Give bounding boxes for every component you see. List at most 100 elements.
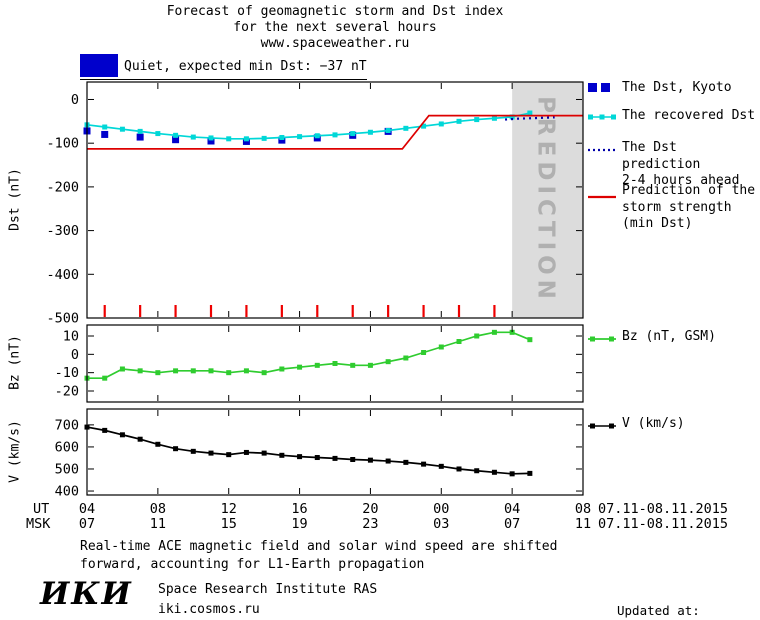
- point-bz: [314, 362, 320, 368]
- legend-dst-prediction: The Dst prediction 2-4 hours ahead: [588, 140, 760, 190]
- dst-prediction-marker-icon: [588, 148, 616, 152]
- point-recovered-dst: [474, 117, 480, 123]
- point-v: [173, 446, 179, 452]
- msk-daterange: 07.11-08.11.2015: [598, 516, 729, 532]
- updated-label: Updated at:: [617, 603, 700, 618]
- point-bz: [190, 368, 196, 374]
- dst-y-axis-label: Dst (nT): [7, 168, 23, 231]
- point-bz: [332, 361, 338, 366]
- legend-v-label: V (km/s): [622, 416, 685, 431]
- ut-daterange: 07.11-08.11.2015: [598, 501, 729, 517]
- point-bz: [527, 337, 533, 343]
- point-recovered-dst: [173, 132, 179, 138]
- ut-tick-label: 04: [78, 501, 96, 517]
- msk-axis-label: MSK: [26, 516, 51, 532]
- series-bz: [87, 331, 531, 380]
- v-y-axis-label: V (km/s): [7, 420, 23, 483]
- institute-site-url: iki.cosmos.ru: [158, 602, 260, 617]
- note-line-1: Real-time ACE magnetic field and solar w…: [80, 539, 558, 554]
- point-v: [527, 470, 533, 476]
- ut-tick-label: 08: [574, 501, 592, 517]
- title-line-2: for the next several hours: [233, 20, 437, 35]
- point-dst-kyoto: [136, 133, 144, 141]
- point-bz: [173, 368, 179, 374]
- dst-y-tick-label: -200: [46, 179, 79, 195]
- point-recovered-dst: [119, 126, 125, 132]
- point-dst-kyoto: [278, 136, 286, 144]
- point-v: [279, 452, 285, 458]
- v-y-tick-label: 400: [55, 484, 79, 500]
- point-v: [102, 427, 108, 433]
- msk-tick-label: 07: [78, 516, 96, 532]
- bz-y-tick-label: -10: [55, 365, 79, 381]
- legend-bz: Bz (nT, GSM): [588, 329, 716, 346]
- point-recovered-dst: [367, 129, 373, 135]
- prediction-band: [512, 82, 583, 318]
- dst-y-tick-label: -100: [46, 136, 79, 152]
- point-v: [332, 455, 338, 461]
- prediction-band-label: PREDICTION: [533, 96, 559, 304]
- point-bz: [509, 329, 515, 335]
- legend-dst-prediction-line2: 2-4 hours ahead: [622, 173, 740, 188]
- point-v: [119, 432, 125, 438]
- status-text: Quiet, expected min Dst: −37 nT: [124, 59, 367, 74]
- v-plot-frame: [86, 408, 584, 496]
- legend-storm-line1: Prediction of the: [622, 183, 756, 198]
- v-y-tick-label: 600: [55, 439, 79, 455]
- dst-plot-frame: [86, 81, 584, 319]
- point-bz: [208, 368, 214, 374]
- msk-tick-label: 11: [574, 516, 592, 532]
- dst-kyoto-marker-icon: [588, 83, 610, 92]
- point-recovered-dst: [509, 114, 515, 120]
- legend-dst-kyoto: The Dst, Kyoto: [588, 80, 732, 97]
- ut-tick-label: 16: [291, 501, 308, 517]
- legend-storm-line3: (min Dst): [622, 216, 693, 231]
- point-v: [491, 469, 497, 475]
- point-recovered-dst: [456, 118, 462, 124]
- storm-status: Quiet, expected min Dst: −37 nT: [80, 54, 367, 80]
- point-bz: [367, 362, 373, 368]
- legend-dst-prediction-label: The Dst prediction 2-4 hours ahead: [622, 140, 760, 190]
- point-bz: [456, 339, 462, 344]
- point-bz: [279, 366, 285, 372]
- v-y-tick-label: 700: [55, 417, 79, 433]
- point-v: [367, 457, 373, 463]
- bz-y-tick-label: 10: [63, 329, 79, 345]
- point-recovered-dst: [137, 128, 143, 134]
- legend-storm-prediction-label: Prediction of the storm strength (min Ds…: [622, 183, 755, 233]
- x-axis-msk-row: MSK 07.11-08.11.2015 07 11 15 19 23 03 07 11: [0, 516, 760, 532]
- x-axis-ut-row: UT 07.11-08.11.2015 04 08 12 16 20 00 04 08: [0, 501, 760, 517]
- bz-plot-frame: [86, 324, 584, 403]
- point-v: [350, 456, 356, 462]
- point-v: [474, 468, 480, 474]
- iki-logo: ИКИ: [40, 576, 133, 612]
- point-recovered-dst: [385, 128, 391, 134]
- point-bz: [137, 368, 143, 374]
- point-recovered-dst: [314, 133, 320, 139]
- note-line-2: forward, accounting for L1-Earth propaga…: [80, 557, 425, 572]
- point-bz: [491, 329, 497, 335]
- v-y-tick-label: 500: [55, 461, 79, 477]
- point-bz: [243, 368, 249, 374]
- point-dst-kyoto: [207, 137, 215, 145]
- point-bz: [226, 370, 232, 376]
- series-recovered-dst: [86, 112, 531, 140]
- ut-tick-label: 20: [362, 501, 379, 517]
- point-bz: [421, 350, 427, 355]
- point-recovered-dst: [155, 131, 161, 137]
- point-recovered-dst: [438, 121, 444, 127]
- msk-tick-label: 07: [504, 516, 521, 532]
- msk-tick-label: 19: [291, 516, 308, 532]
- bz-y-tick-label: 0: [71, 347, 79, 363]
- point-recovered-dst: [403, 125, 409, 131]
- point-bz: [350, 362, 356, 368]
- bz-marker-icon: [588, 336, 616, 342]
- legend-recovered-dst-label: The recovered Dst: [622, 108, 756, 123]
- recovered-dst-marker-icon: [588, 114, 616, 120]
- point-bz: [155, 370, 161, 376]
- legend-recovered-dst: The recovered Dst: [588, 108, 755, 125]
- institute-name: Space Research Institute RAS: [158, 582, 378, 597]
- point-v: [403, 459, 409, 465]
- point-recovered-dst: [421, 123, 427, 129]
